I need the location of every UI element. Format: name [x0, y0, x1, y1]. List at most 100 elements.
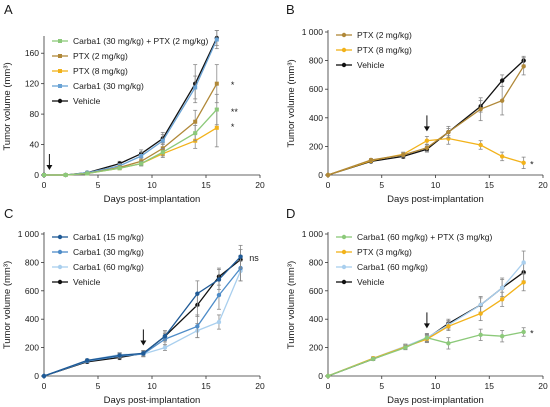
- data-point: [214, 37, 219, 42]
- x-tick-label: 5: [379, 180, 384, 190]
- x-tick-label: 0: [326, 381, 331, 391]
- x-tick-label: 15: [201, 180, 211, 190]
- y-tick-label: 0: [34, 371, 39, 381]
- series-ptx-2-mg-kg: [325, 57, 526, 178]
- data-point: [216, 319, 222, 325]
- x-tick-label: 20: [255, 381, 265, 391]
- data-point: [193, 85, 198, 90]
- legend-swatch-marker: [341, 264, 347, 270]
- legend-label: Vehicle: [357, 60, 385, 70]
- y-tick-label: 200: [25, 343, 39, 353]
- legend-label: Carba1 (30 mg/kg): [73, 81, 144, 91]
- x-axis-title: Days post-implantation: [387, 194, 484, 205]
- data-point: [521, 64, 526, 69]
- data-point: [446, 341, 451, 346]
- legend-label: Carba1 (30 mg/kg): [73, 247, 144, 257]
- data-point: [214, 125, 219, 130]
- x-axis-title: Days post-implantation: [104, 395, 201, 406]
- legend-label: Carba1 (60 mg/kg): [73, 262, 144, 272]
- data-point: [193, 119, 198, 124]
- y-axis-title: Tumor volume (mm³): [2, 261, 13, 349]
- x-tick-label: 20: [255, 180, 265, 190]
- x-tick-label: 20: [538, 180, 548, 190]
- series-line: [44, 127, 218, 176]
- panel-letter: B: [286, 2, 295, 17]
- data-point: [499, 98, 505, 103]
- legend-label: Carba1 (60 mg/kg): [357, 262, 428, 272]
- significance-label: ns: [249, 253, 259, 263]
- y-tick-label: 0: [318, 170, 323, 180]
- data-point: [478, 142, 483, 148]
- data-point: [238, 254, 243, 259]
- legend-label: PTX (2 mg/kg): [73, 51, 128, 61]
- y-tick-label: 400: [309, 314, 323, 324]
- treatment-arrow-head: [46, 165, 53, 170]
- y-tick-label: 800: [309, 56, 323, 66]
- data-point: [41, 373, 47, 379]
- series-line: [44, 109, 218, 176]
- series-vehicle: [325, 263, 526, 379]
- data-point: [325, 373, 331, 379]
- data-point: [214, 81, 219, 86]
- data-point: [401, 152, 406, 158]
- data-point: [521, 260, 526, 265]
- x-tick-label: 5: [96, 381, 101, 391]
- data-point: [499, 154, 505, 159]
- series-carba1-30-mg-kg: [41, 254, 243, 379]
- data-point: [195, 324, 200, 329]
- legend: Carba1 (15 mg/kg) Carba1 (30 mg/kg) Carba1…: [52, 232, 144, 287]
- x-tick-label: 0: [42, 381, 47, 391]
- x-tick-label: 5: [379, 381, 384, 391]
- series-carba1-60-mg-kg: [41, 260, 243, 379]
- legend-swatch-marker: [57, 264, 63, 270]
- data-point: [42, 173, 46, 177]
- x-tick-label: 20: [538, 381, 548, 391]
- y-tick-label: 0: [34, 170, 39, 180]
- legend-swatch-marker: [58, 69, 62, 73]
- x-tick-label: 15: [485, 180, 495, 190]
- significance-label: *: [231, 80, 235, 90]
- data-point: [117, 353, 122, 358]
- x-tick-label: 15: [485, 381, 495, 391]
- data-point: [193, 131, 198, 136]
- legend-label: Vehicle: [73, 96, 101, 106]
- y-tick-label: 800: [309, 257, 323, 267]
- y-tick-label: 600: [25, 286, 39, 296]
- legend-swatch-marker: [57, 98, 63, 104]
- data-point: [370, 356, 376, 362]
- series-line: [327, 331, 524, 377]
- y-tick-label: 1 000: [302, 27, 324, 37]
- series-vehicle: [325, 55, 526, 178]
- legend-swatch-marker: [57, 279, 63, 285]
- data-point: [446, 129, 451, 135]
- data-point: [499, 285, 505, 291]
- series-line: [44, 37, 218, 176]
- significance-label: *: [530, 159, 534, 169]
- y-tick-label: 400: [25, 314, 39, 324]
- y-tick-label: 200: [309, 343, 323, 353]
- treatment-arrow-head: [423, 126, 430, 132]
- legend-label: Carba1 (60 mg/kg) + PTX (3 mg/kg): [357, 232, 493, 242]
- panel-letter: C: [4, 206, 13, 221]
- legend-swatch-marker: [57, 249, 63, 255]
- y-tick-label: 80: [30, 109, 40, 119]
- y-tick-label: 200: [309, 141, 323, 151]
- data-point: [424, 138, 430, 143]
- significance-label: **: [231, 107, 239, 117]
- data-point: [499, 297, 505, 302]
- y-tick-label: 600: [309, 286, 323, 296]
- legend-swatch-marker: [58, 54, 62, 58]
- x-axis-title: Days post-implantation: [387, 395, 484, 406]
- legend-swatch-marker: [341, 47, 347, 53]
- data-point: [325, 172, 331, 178]
- series-carba1-30-mg-kg: [42, 29, 219, 177]
- series-line: [327, 281, 525, 377]
- series-line: [327, 60, 525, 176]
- x-tick-label: 5: [96, 180, 101, 190]
- data-point: [478, 107, 483, 112]
- y-tick-label: 160: [25, 48, 39, 58]
- x-tick-label: 10: [147, 381, 157, 391]
